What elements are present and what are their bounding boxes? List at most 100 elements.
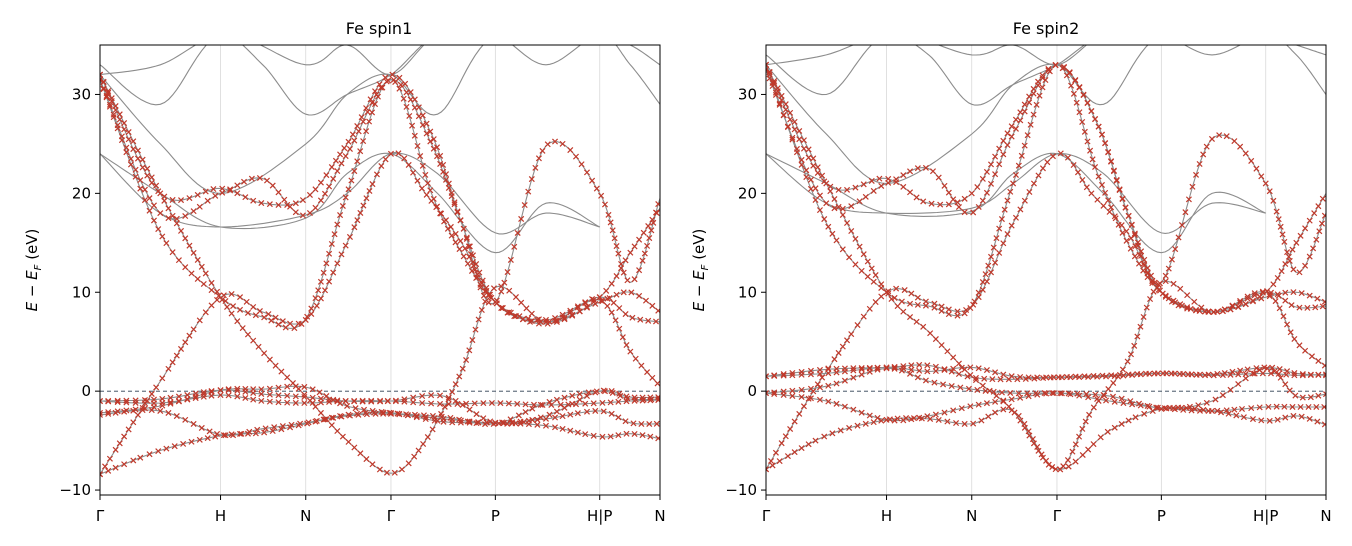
band-marker	[578, 161, 585, 168]
axes-frame	[765, 44, 1327, 496]
band-marker	[1287, 329, 1294, 336]
band-marker	[1227, 386, 1234, 393]
band-marker	[852, 235, 859, 242]
band-marker	[1030, 90, 1037, 97]
band-line	[100, 45, 484, 194]
x-tick-label: N	[300, 507, 311, 525]
band-marker	[321, 287, 329, 294]
band-marker	[929, 168, 937, 175]
band-marker	[983, 189, 990, 196]
band-marker	[132, 173, 139, 180]
band-marker	[1095, 397, 1102, 404]
band-marker	[616, 325, 623, 332]
band-marker	[222, 432, 229, 439]
band-marker	[391, 469, 398, 476]
band-marker	[519, 316, 526, 323]
band-marker	[463, 400, 470, 407]
band-marker	[1057, 150, 1064, 157]
band-marker	[958, 364, 965, 371]
band-marker	[477, 281, 484, 288]
band-marker	[1196, 160, 1203, 167]
band-marker	[1231, 406, 1238, 413]
band-marker	[132, 166, 139, 173]
band-marker	[1090, 441, 1097, 448]
band-marker	[605, 211, 612, 218]
band-marker	[139, 404, 146, 411]
band-marker	[950, 354, 957, 361]
band-marker	[511, 313, 518, 320]
band-marker	[920, 198, 927, 205]
band-marker	[1115, 221, 1122, 228]
band-marker	[403, 411, 410, 418]
band-marker	[529, 416, 536, 423]
band-marker	[814, 381, 821, 388]
band-marker	[630, 420, 637, 427]
band-marker	[615, 414, 622, 421]
band-marker	[1079, 451, 1086, 459]
band-marker	[414, 142, 421, 149]
band-marker	[816, 366, 823, 373]
band-marker	[396, 85, 403, 92]
band-marker	[194, 275, 201, 282]
band-marker	[1227, 371, 1234, 378]
band-marker	[992, 369, 999, 376]
band-marker	[572, 153, 580, 160]
band-marker	[125, 129, 132, 136]
band-marker	[118, 133, 125, 140]
band-marker	[1233, 412, 1240, 419]
band-marker	[928, 200, 935, 207]
band-marker	[512, 420, 519, 427]
band-marker	[144, 397, 151, 404]
y-tick-label: 0	[747, 382, 757, 400]
band-marker	[546, 411, 553, 418]
band-marker	[645, 222, 652, 230]
band-marker	[1184, 304, 1191, 311]
band-marker	[332, 157, 339, 164]
band-marker	[1306, 253, 1313, 260]
band-marker	[424, 180, 431, 187]
band-marker	[1005, 376, 1012, 383]
band-marker	[528, 176, 535, 183]
band-marker	[1084, 138, 1091, 145]
band-marker	[141, 197, 148, 204]
band-marker	[366, 187, 373, 195]
band-marker	[469, 259, 477, 266]
band-marker	[1066, 69, 1073, 76]
y-tick-label: 10	[72, 283, 91, 301]
band-marker	[574, 303, 581, 310]
band-marker	[483, 284, 490, 291]
band-marker	[525, 315, 532, 322]
band-marker	[944, 418, 951, 425]
band-marker	[1024, 132, 1031, 139]
band-marker	[608, 410, 615, 417]
band-marker	[430, 136, 437, 143]
band-marker	[1178, 404, 1185, 411]
band-marker	[178, 345, 185, 352]
band-marker	[469, 252, 477, 259]
band-marker	[1284, 368, 1291, 375]
band-marker	[950, 196, 957, 203]
band-marker	[246, 428, 253, 435]
band-marker	[551, 138, 559, 145]
band-marker	[1030, 180, 1037, 187]
band-marker	[1076, 84, 1083, 91]
band-marker	[266, 201, 273, 208]
band-marker	[798, 161, 805, 168]
band-marker	[234, 318, 241, 325]
band-marker	[641, 250, 648, 257]
band-marker	[607, 219, 614, 226]
band-marker	[567, 147, 574, 154]
band-marker	[948, 383, 955, 390]
band-marker	[1064, 154, 1071, 161]
band-marker	[330, 175, 337, 182]
band-marker	[816, 396, 823, 403]
band-marker	[445, 180, 452, 187]
band-marker	[463, 235, 470, 242]
band-marker	[445, 401, 452, 408]
band-marker	[639, 432, 646, 439]
band-marker	[631, 243, 638, 250]
band-marker	[1307, 394, 1314, 401]
band-marker	[913, 194, 920, 201]
band-marker	[784, 453, 791, 460]
band-marker	[1132, 414, 1139, 421]
